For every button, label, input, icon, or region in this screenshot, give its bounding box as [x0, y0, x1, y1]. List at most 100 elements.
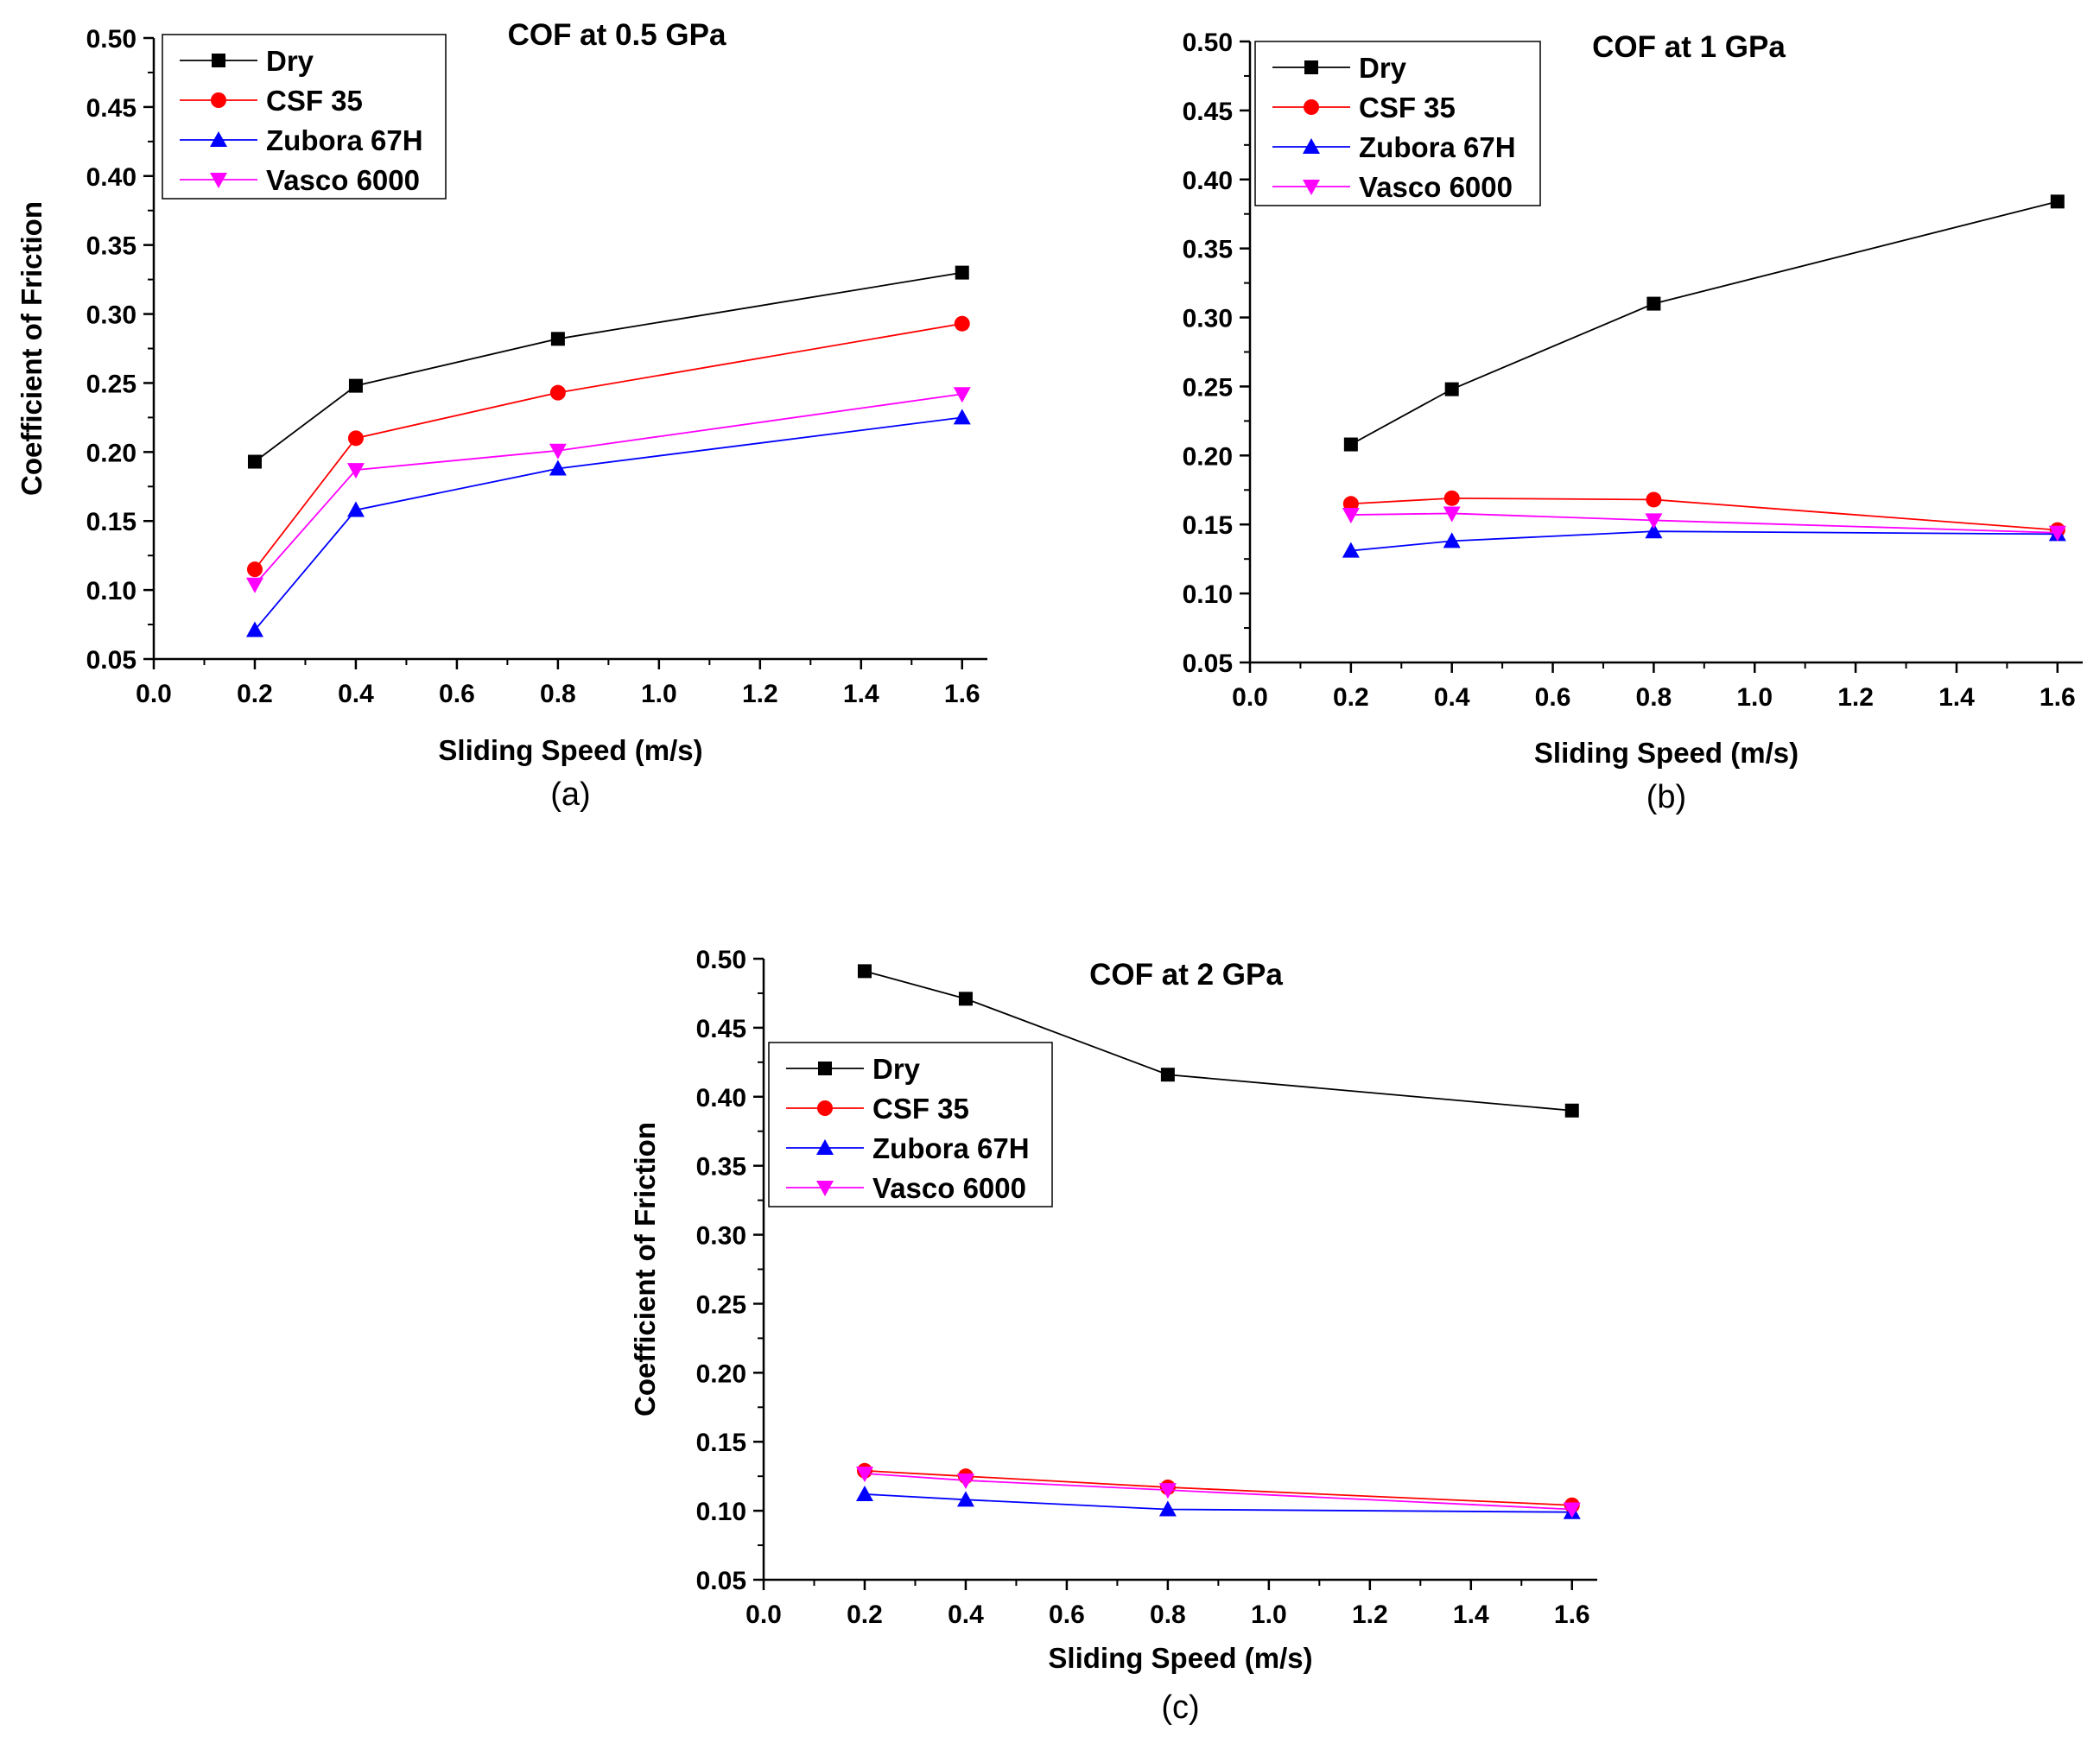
data-point: [1342, 508, 1360, 524]
data-point: [855, 1485, 873, 1501]
data-point: [857, 964, 872, 979]
series-dry: [247, 265, 969, 469]
y-tick-label: 0.05: [86, 646, 136, 675]
data-point: [1443, 506, 1461, 523]
y-tick-label: 0.50: [1183, 29, 1233, 57]
data-point: [1564, 1103, 1579, 1118]
y-tick-label: 0.40: [86, 163, 136, 192]
legend-label: CSF 35: [266, 85, 363, 117]
series-line: [1350, 497, 2058, 531]
x-tick-label: 0.6: [439, 680, 475, 708]
data-point: [2048, 525, 2066, 542]
y-tick-label: 0.15: [86, 508, 136, 536]
legend-marker: [816, 1181, 834, 1196]
series-line: [1350, 530, 2058, 552]
legend-label: Zubora 67H: [266, 124, 423, 156]
panel-label: (b): [1646, 779, 1686, 815]
panel-label: (c): [1161, 1689, 1199, 1726]
x-tick-label: 0.0: [745, 1600, 782, 1629]
series-line: [254, 393, 962, 586]
legend-marker: [817, 1100, 833, 1116]
x-tick-label: 0.4: [338, 680, 374, 708]
y-tick-label: 0.10: [1183, 580, 1233, 609]
legend-label: Zubora 67H: [1359, 131, 1516, 163]
x-tick-label: 0.2: [847, 1600, 883, 1629]
series-line: [864, 1469, 1572, 1506]
legend-label: Zubora 67H: [872, 1132, 1030, 1164]
x-tick-label: 1.4: [1453, 1600, 1489, 1629]
legend-marker: [210, 131, 227, 147]
x-tick-label: 0.8: [540, 680, 576, 708]
x-tick-label: 0.8: [1636, 683, 1672, 712]
series-line: [254, 322, 962, 570]
data-point: [1443, 490, 1460, 506]
data-point: [245, 621, 263, 637]
chart-title: COF at 1 GPa: [1592, 30, 1786, 64]
x-tick-label: 0.6: [1049, 1600, 1085, 1629]
data-point: [550, 332, 565, 346]
data-point: [954, 315, 970, 332]
legend-marker: [1304, 60, 1318, 74]
data-point: [549, 443, 567, 460]
data-point: [549, 460, 567, 476]
y-tick-label: 0.20: [1183, 442, 1233, 471]
data-point: [1443, 532, 1461, 548]
y-axis-title: Coefficient of Friction: [16, 201, 48, 496]
data-point: [1158, 1500, 1177, 1517]
data-point: [245, 577, 263, 593]
data-point: [956, 1491, 974, 1507]
data-point: [953, 387, 971, 403]
series-zubora-67h: [855, 1485, 1581, 1519]
y-tick-label: 0.30: [86, 301, 136, 330]
legend-label: Dry: [266, 45, 314, 77]
x-tick-label: 1.0: [641, 680, 677, 708]
x-axis-title: Sliding Speed (m/s): [1534, 737, 1799, 769]
series-line: [254, 416, 962, 631]
x-tick-label: 0.0: [1232, 683, 1268, 712]
data-point: [247, 454, 262, 469]
x-tick-label: 1.4: [843, 680, 879, 708]
x-axis-title: Sliding Speed (m/s): [1048, 1642, 1312, 1674]
data-point: [346, 501, 365, 517]
series-line: [1350, 200, 2059, 446]
data-point: [549, 384, 566, 401]
chart-panel-3: 0.05 0.10 0.15 0.20 0.25 0.30 0.35 0.40 0.45 0.50…: [629, 946, 1597, 1726]
x-tick-label: 0.0: [136, 680, 172, 708]
y-tick-label: 0.10: [86, 577, 136, 605]
series-vasco-6000: [1342, 506, 2066, 542]
y-tick-label: 0.30: [696, 1222, 746, 1251]
series-zubora-67h: [245, 409, 971, 637]
legend-marker: [816, 1139, 834, 1155]
y-tick-label: 0.40: [696, 1084, 746, 1112]
series-dry: [857, 964, 1579, 1118]
legend-label: Vasco 6000: [266, 164, 420, 196]
series-line: [864, 970, 1572, 1112]
y-tick-label: 0.50: [696, 946, 746, 974]
y-tick-label: 0.10: [696, 1498, 746, 1526]
x-tick-label: 1.2: [1837, 683, 1874, 712]
legend-marker: [211, 92, 226, 108]
chart-title: COF at 0.5 GPa: [508, 18, 726, 52]
legend-label: CSF 35: [872, 1093, 969, 1125]
x-tick-label: 1.0: [1736, 683, 1773, 712]
legend: Dry CSF 35 Zubora 67H Vasco 6000: [768, 1042, 1053, 1207]
legend-marker: [1304, 99, 1319, 115]
series-vasco-6000: [855, 1466, 1581, 1518]
x-tick-label: 1.6: [1554, 1600, 1590, 1629]
chart-panel-2: 0.05 0.10 0.15 0.20 0.25 0.30 0.35 0.40 0.45 0.50…: [1183, 29, 2083, 815]
x-axis-title: Sliding Speed (m/s): [438, 734, 702, 766]
data-point: [1160, 1068, 1175, 1082]
y-tick-label: 0.15: [696, 1429, 746, 1457]
series-dry: [1343, 194, 2065, 452]
y-tick-label: 0.05: [1183, 650, 1233, 678]
legend-label: Vasco 6000: [872, 1172, 1026, 1204]
chart-panel-1: 0.05 0.10 0.15 0.20 0.25 0.30 0.35 0.40 0.45 0.50…: [16, 18, 987, 813]
y-tick-label: 0.45: [1183, 98, 1233, 126]
data-point: [1645, 513, 1663, 529]
data-point: [855, 1466, 873, 1482]
panel-label: (a): [550, 776, 590, 813]
data-point: [1342, 542, 1360, 558]
data-point: [1645, 523, 1663, 539]
data-point: [347, 430, 364, 447]
y-tick-label: 0.45: [86, 94, 136, 123]
